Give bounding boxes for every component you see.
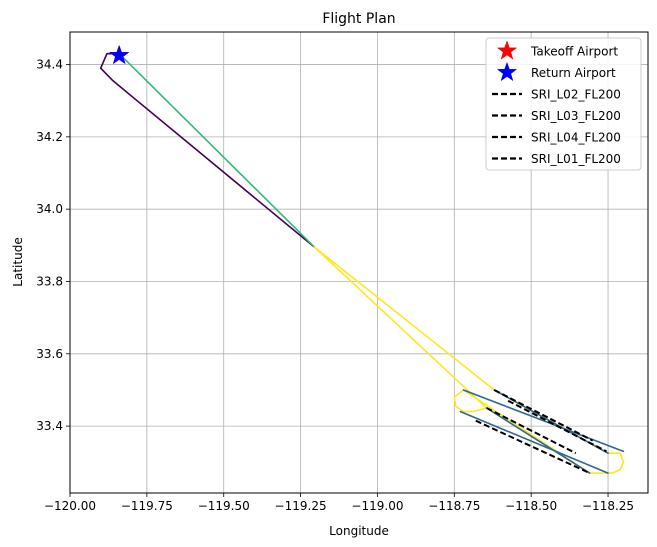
chart-title: Flight Plan (322, 11, 395, 27)
flight-paths (99, 52, 625, 475)
x-tick-label: −120.00 (44, 499, 96, 513)
x-tick-label: −118.25 (582, 499, 634, 513)
legend-label: SRI_L01_FL200 (531, 152, 621, 166)
plot-area-frame (69, 31, 649, 494)
legend-label: SRI_L02_FL200 (531, 88, 621, 102)
y-tick-label: 33.4 (36, 419, 63, 433)
survey-line-SRI_L01_FL200 (475, 419, 591, 475)
legend-label: Return Airport (531, 66, 616, 80)
axis-ticks: −120.00 −119.75 −119.50 −119.25 −119.00 −118.… (36, 58, 634, 513)
survey-line-SRI_L04_FL200 (486, 407, 577, 455)
legend-star-icon (496, 40, 518, 60)
y-tick-label: 33.8 (36, 274, 63, 288)
flight-path-segment (462, 389, 625, 453)
flight-path-segment (485, 407, 591, 474)
x-tick-label: −118.50 (505, 499, 557, 513)
x-tick-label: −119.00 (351, 499, 403, 513)
y-axis-label: Latitude (11, 237, 25, 286)
legend-box (485, 37, 642, 171)
legend-label: SRI_L04_FL200 (531, 131, 621, 145)
y-tick-label: 33.6 (36, 347, 63, 361)
legend: Takeoff Airport Return Airport SRI_L02_FL2… (485, 37, 642, 171)
legend-star-icon (496, 61, 518, 82)
x-axis-label: Longitude (329, 524, 389, 538)
x-tick-label: −118.75 (428, 499, 480, 513)
airport-markers (108, 44, 130, 65)
survey-line-SRI_L03_FL200 (507, 399, 607, 453)
y-tick-label: 34.0 (36, 202, 63, 216)
flight-path-segment (118, 52, 316, 248)
legend-label: SRI_L03_FL200 (531, 109, 621, 123)
return-airport-marker (108, 44, 130, 65)
x-tick-label: −119.25 (275, 499, 327, 513)
x-tick-label: −119.75 (121, 499, 173, 513)
y-tick-label: 34.4 (36, 58, 63, 72)
flight-path-segment (99, 52, 316, 248)
legend-label: Takeoff Airport (530, 45, 618, 59)
flight-path-segment (459, 410, 609, 474)
survey-line-SRI_L02_FL200 (493, 389, 594, 442)
x-tick-label: −119.50 (198, 499, 250, 513)
y-tick-label: 34.2 (36, 130, 63, 144)
